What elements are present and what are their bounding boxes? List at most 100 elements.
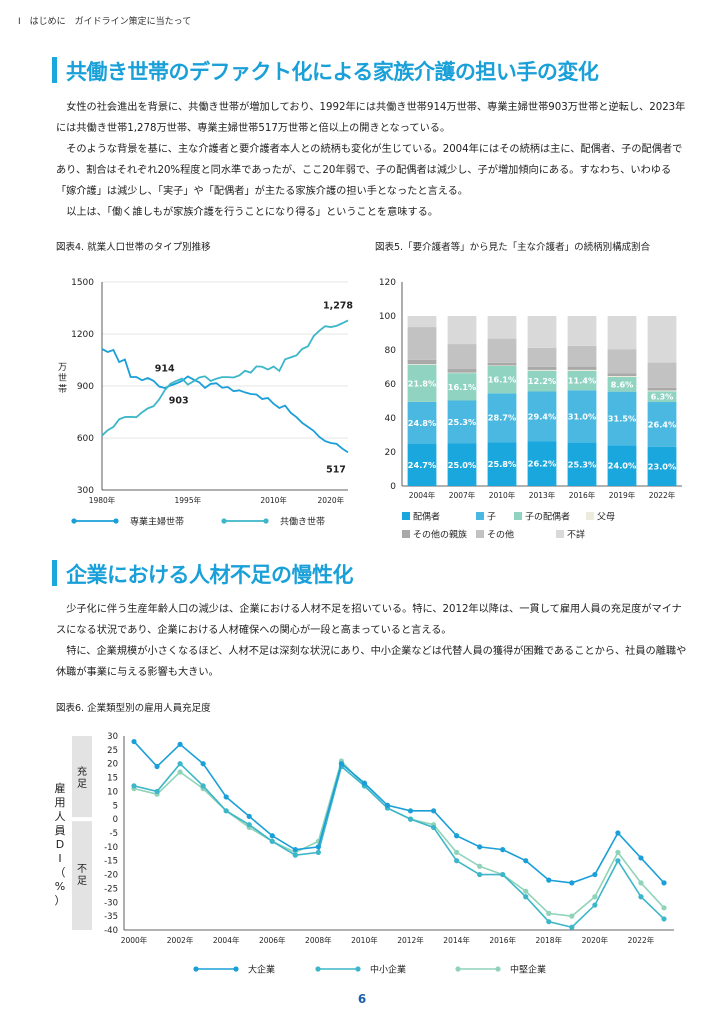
fig5-xtick-label: 2013年	[529, 490, 556, 500]
fig5-data-label: 25.0%	[448, 460, 476, 470]
fig5-bar-segment	[407, 364, 437, 402]
fig4-legend-label: 共働き世帯	[280, 516, 325, 528]
fig5-xtick-label: 2004年	[409, 490, 436, 500]
fig4-ytick-label: 1200	[71, 330, 94, 340]
fig6-data-point-2	[454, 849, 460, 855]
fig6-xtick-label: 2008年	[305, 935, 332, 945]
fig5-data-label: 25.3%	[568, 459, 596, 469]
fig6-xtick-label: 2004年	[213, 935, 240, 945]
fig4-data-label: 903	[169, 395, 189, 406]
fig5-bar-segment	[607, 445, 637, 486]
section1-paragraph-3: 以上は、「働く誰しもが家族介護を行うことになり得る」ということを意味する。	[66, 207, 439, 218]
fig5-xtick-label: 2007年	[449, 490, 476, 500]
fig4-legend-label: 専業主婦世帯	[130, 516, 184, 528]
fig6-series-line-0	[133, 740, 665, 884]
fig5-data-label: 12.2%	[528, 376, 556, 386]
fig6-ytick-label: 5	[113, 801, 118, 811]
fig6-data-point-0	[154, 763, 160, 770]
fig5-bar-segment	[647, 391, 677, 403]
fig5-legend-swatch	[476, 512, 484, 520]
fig5-bar-segment	[407, 327, 437, 360]
fig5-bar-segment	[487, 362, 517, 366]
fig4-series-line-0	[101, 348, 349, 454]
fig6-ytick-label: 20	[107, 760, 118, 770]
fig5-bar-segment	[607, 349, 637, 374]
fig5-bar-segment	[607, 376, 637, 378]
fig6-data-point-2	[592, 894, 598, 900]
fig6-data-point-1	[246, 822, 252, 828]
fig6-data-point-0	[177, 741, 183, 747]
section2-paragraph-2: 特に、企業規模が小さくなるほど、人材不足は深刻な状況にあり、中小企業などは代替人…	[56, 646, 687, 678]
fig6-title: 図表6. 企業類型別の雇用人員充足度	[56, 703, 211, 714]
fig4-ytick-label: 900	[77, 382, 94, 392]
fig6-data-point-0	[569, 880, 575, 886]
section1-paragraph-2: そのような背景を基に、主な介護者と要介護者本人との続柄も変化が生じている。200…	[56, 144, 683, 197]
fig6-legend-marker	[233, 966, 239, 972]
fig5-bar-segment	[647, 446, 677, 486]
fig5-xtick-label: 2019年	[609, 490, 636, 500]
fig6-ytick-label: 0	[113, 815, 118, 825]
fig5-bar-segment	[567, 370, 597, 391]
fig6-xtick-label: 2000年	[121, 935, 148, 945]
fig5-bar-segment	[447, 369, 477, 373]
fig5-ytick-label: 100	[379, 312, 396, 322]
fig5-bar-segment	[527, 370, 557, 392]
fig4-xtick-label: 1995年	[175, 495, 202, 505]
fig6-legend-marker	[455, 966, 461, 972]
fig5-bar-segment	[607, 373, 637, 377]
fig5-data-label: 21.8%	[408, 378, 436, 388]
section1-title: 共働き世帯のデファクト化による家族介護の担い手の変化	[66, 60, 599, 84]
fig6-band-label-shortage: 不足	[77, 864, 87, 887]
fig6-legend-marker	[315, 966, 321, 972]
fig6-data-point-0	[315, 844, 321, 850]
fig5-bar-segment	[447, 373, 477, 401]
fig5-data-label: 24.7%	[408, 460, 436, 470]
fig5-data-label: 25.3%	[448, 417, 476, 427]
fig6-series-line-2	[133, 759, 665, 917]
fig6-data-point-0	[223, 794, 229, 800]
fig6-ytick-label: 15	[107, 774, 118, 784]
section2-body: 少子化に伴う生産年齢人口の減少は、企業における人材不足を招いている。特に、201…	[56, 599, 690, 683]
fig5-data-label: 29.4%	[528, 411, 556, 421]
fig5-data-label: 26.2%	[528, 459, 556, 469]
fig6-data-point-0	[384, 802, 391, 808]
fig4-ytick-label: 600	[77, 434, 94, 444]
fig4-data-label: 1,278	[323, 300, 353, 311]
fig6-xtick-label: 2016年	[489, 935, 516, 945]
fig5-legend-label: 父母	[597, 512, 615, 523]
fig5-bar-segment	[567, 367, 597, 370]
fig6-data-point-0	[407, 808, 414, 814]
fig6-ytick-label: 25	[107, 746, 118, 756]
fig5-legend-swatch	[586, 512, 594, 520]
fig5-legend-swatch	[556, 530, 564, 538]
fig5-data-label: 6.3%	[651, 392, 674, 402]
fig4-data-label: 914	[155, 364, 175, 375]
fig6-legend-label: 中小企業	[370, 964, 406, 976]
fig5-xtick-label: 2022年	[649, 490, 676, 500]
fig5-bar-segment	[407, 364, 437, 365]
fig5-legend-swatch	[514, 512, 522, 520]
fig6-xtick-label: 2020年	[582, 935, 609, 945]
fig6-data-point-1	[292, 852, 298, 858]
fig5-legend-label: 子	[487, 512, 496, 523]
fig6-ytick-label: -30	[104, 898, 118, 908]
fig6-legend-marker	[495, 966, 501, 972]
fig5-chart: 0 20 40 60 80 100 120 24.7% 24.8% 21.8% 2004年 25.0%…	[379, 278, 682, 541]
page-number: 6	[357, 992, 367, 1006]
fig5-bar-segment	[447, 443, 477, 486]
fig6-data-point-1	[615, 858, 621, 864]
fig6-xtick-label: 2022年	[628, 935, 655, 945]
fig5-bar-segment	[487, 365, 517, 366]
fig6-data-point-2	[569, 913, 575, 919]
fig6-legend-marker	[355, 966, 361, 972]
fig5-ytick-label: 80	[385, 346, 397, 356]
fig6-data-point-1	[477, 871, 483, 878]
fig5-data-label: 24.0%	[608, 461, 636, 471]
fig5-bar-segment	[527, 391, 557, 442]
fig5-data-label: 23.0%	[648, 461, 676, 471]
fig5-data-label: 31.5%	[608, 413, 636, 423]
fig5-legend-swatch	[402, 530, 410, 538]
fig6-data-point-1	[315, 849, 321, 855]
fig5-title: 図表5.「要介護者等」から見た「主な介護者」の続柄別構成割合	[375, 242, 651, 253]
fig6-data-point-2	[615, 849, 621, 855]
